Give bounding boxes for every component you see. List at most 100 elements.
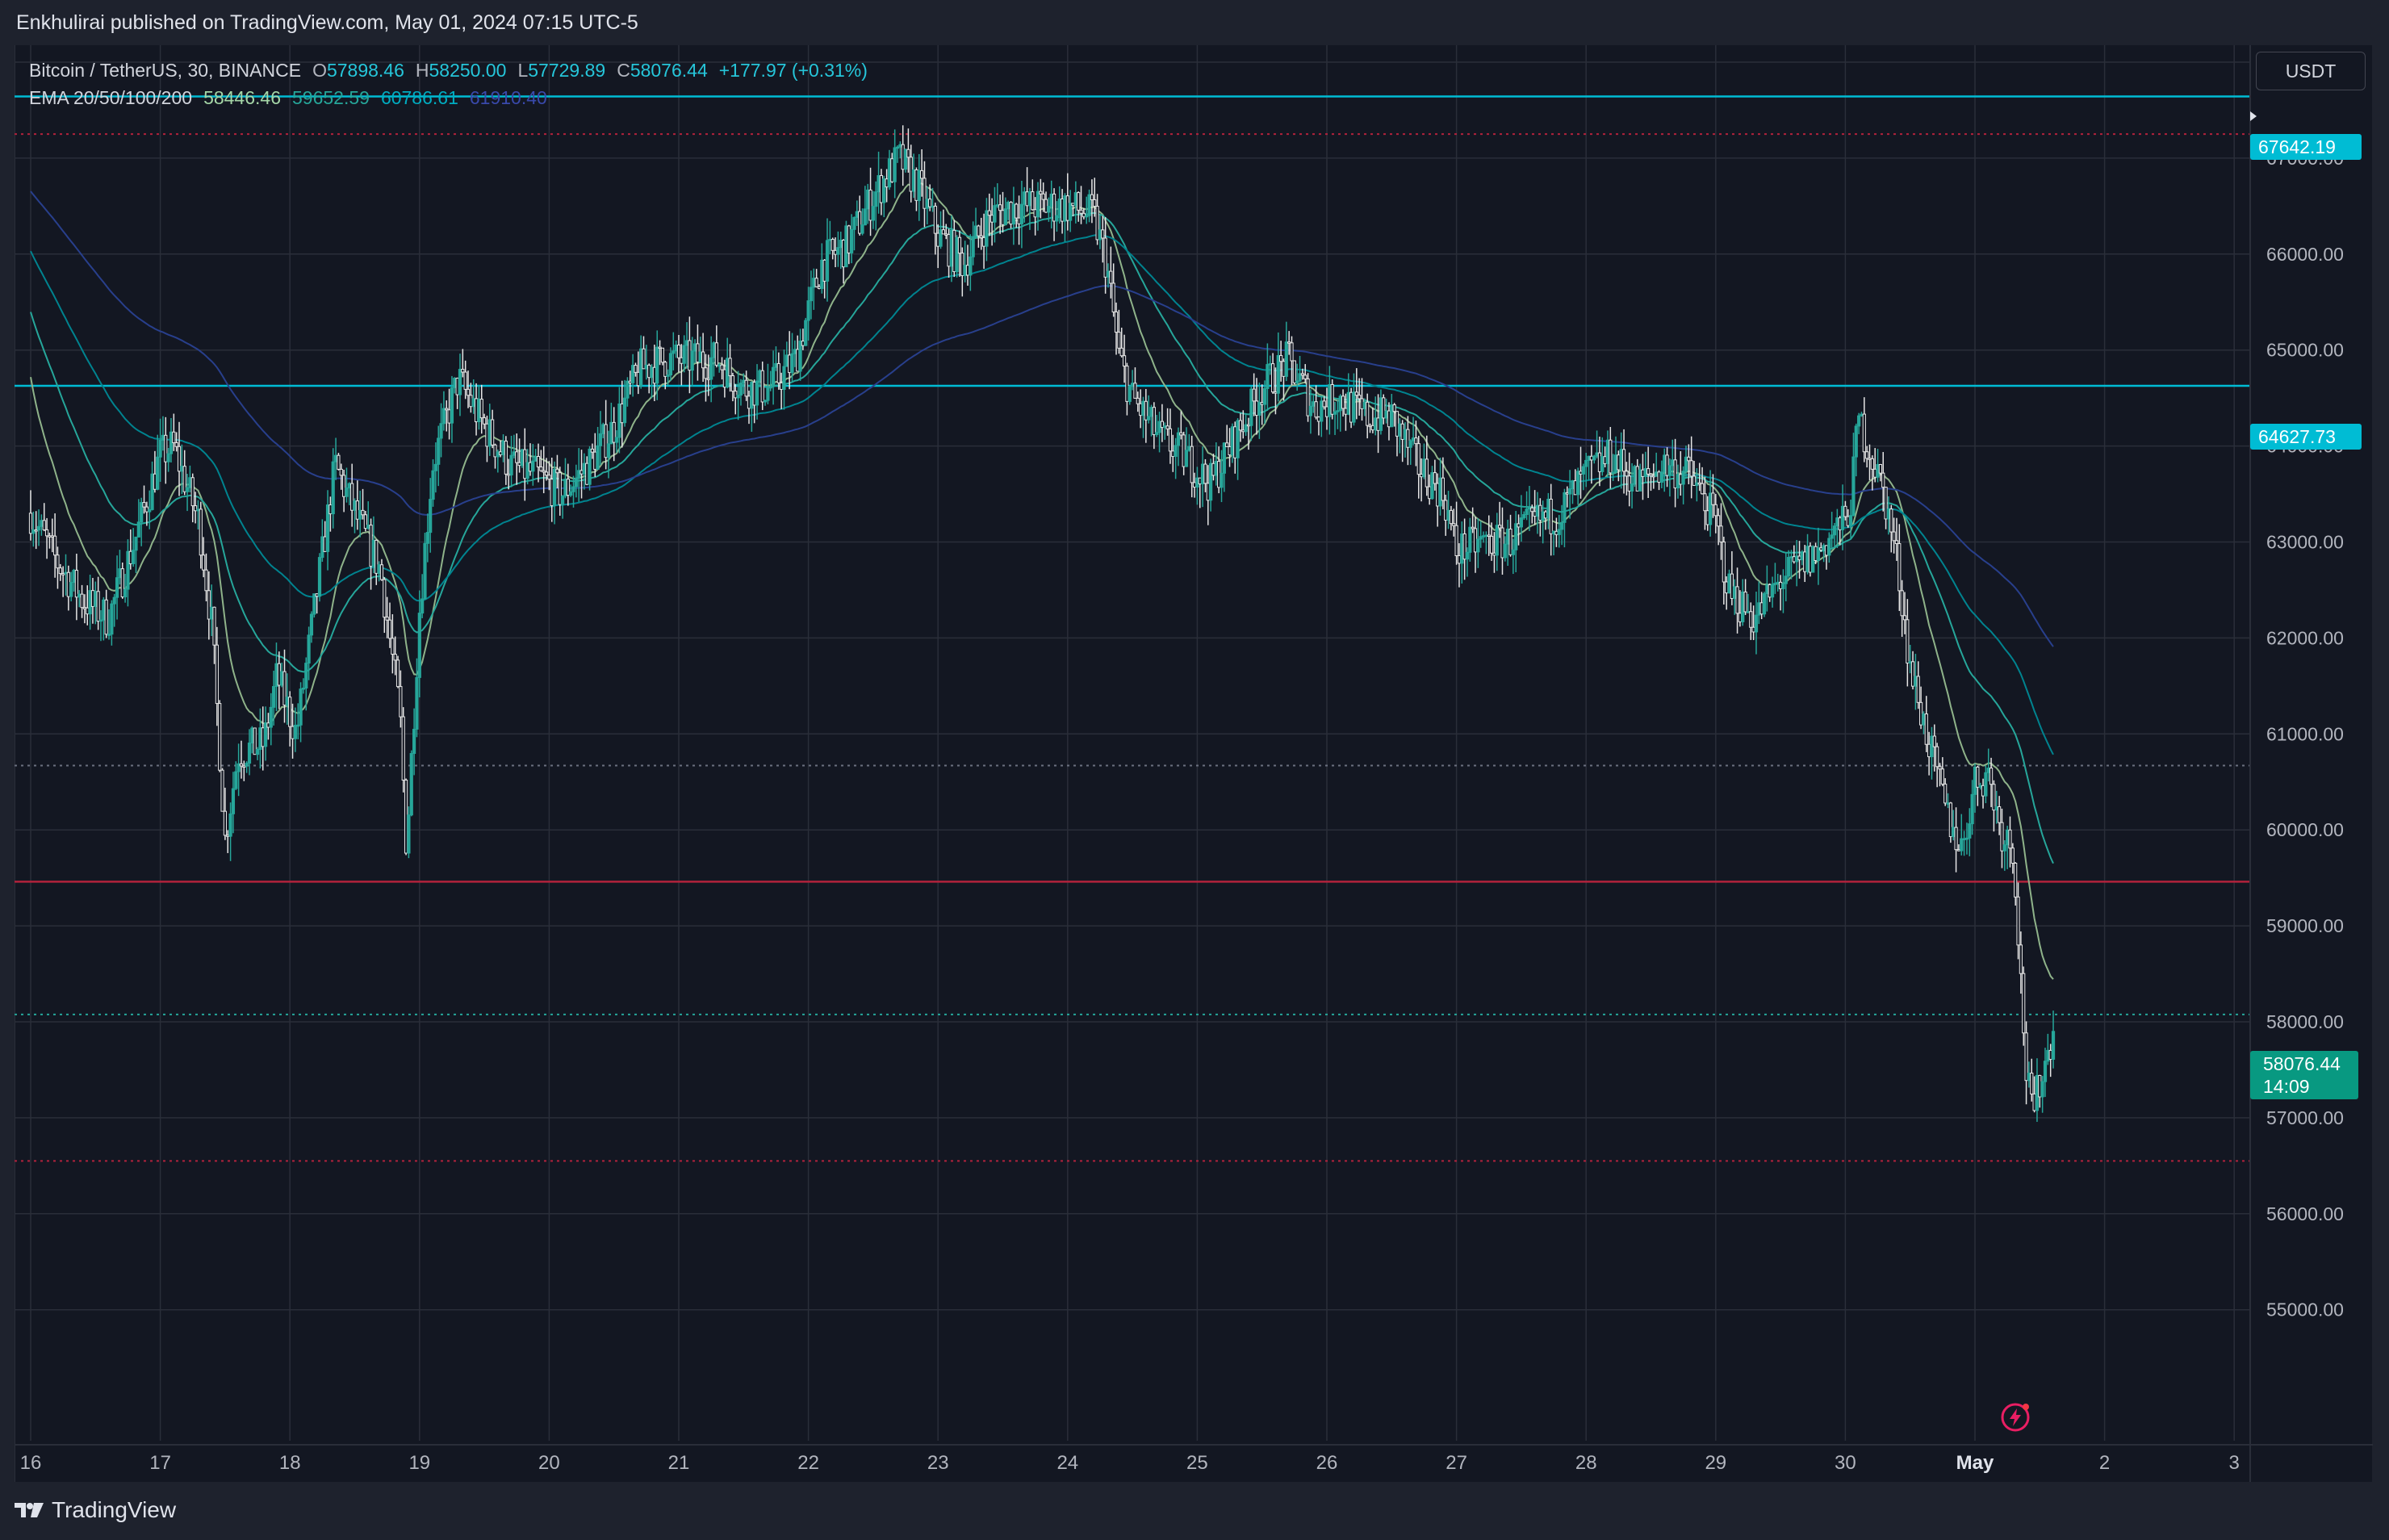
candle-body <box>44 529 49 537</box>
candle-body <box>895 146 900 149</box>
candle-body <box>417 613 421 678</box>
candle-body <box>1984 772 1988 797</box>
candle-body <box>188 477 192 488</box>
candle-body <box>1646 468 1651 475</box>
candle-body <box>1787 556 1791 577</box>
candle-body <box>1711 492 1715 505</box>
candle-body <box>1095 206 1099 241</box>
candle-body <box>407 814 411 854</box>
candle-body <box>709 357 713 380</box>
ema-line-200 <box>30 190 2054 647</box>
candle-body <box>515 451 519 463</box>
candle-body <box>1171 450 1175 458</box>
candle-body <box>1312 401 1316 407</box>
candle-body <box>552 468 557 506</box>
candle-body <box>1613 454 1618 473</box>
top-bar: Enkhulirai published on TradingView.com,… <box>0 0 2389 48</box>
candle-body <box>1433 472 1437 484</box>
level-tag-top[interactable]: 67642.19 <box>2250 134 2362 160</box>
currency-unit-button[interactable]: USDT <box>2256 52 2366 90</box>
candle-body <box>2032 1093 2036 1111</box>
candle-body <box>890 158 894 182</box>
candle-body <box>1015 203 1019 219</box>
candle-body <box>1551 530 1556 534</box>
candle-body <box>598 433 603 446</box>
candle-body <box>377 564 381 574</box>
candle-body <box>1144 400 1148 421</box>
candle-body <box>1211 462 1215 476</box>
candle-body <box>64 571 68 575</box>
candle-body <box>1300 373 1304 376</box>
candle-body <box>1717 515 1721 527</box>
x-tick-label: 30 <box>1835 1452 1856 1474</box>
candle-body <box>296 724 300 727</box>
candle-body <box>1581 466 1585 475</box>
candle-body <box>909 157 913 192</box>
tradingview-logo[interactable]: TradingView <box>15 1497 176 1523</box>
candle-body <box>1006 202 1010 210</box>
candle-body <box>1719 525 1723 542</box>
candle-body <box>355 500 359 520</box>
candle-body <box>353 500 357 511</box>
x-tick-label: 2 <box>2099 1452 2110 1474</box>
candle-body <box>1446 509 1450 521</box>
candle-body <box>1460 533 1464 564</box>
candle-body <box>650 366 654 379</box>
candle-body <box>784 354 789 367</box>
candle-body <box>1376 417 1380 431</box>
candle-body <box>720 364 724 370</box>
symbol-name[interactable]: Bitcoin / TetherUS, 30, BINANCE <box>29 60 302 81</box>
time-axis[interactable]: 16 17 18 19 20 21 22 23 24 25 26 27 28 29 30 May 2 3 <box>15 1444 2373 1474</box>
candle-body <box>132 550 136 564</box>
y-tick-label: 60000.00 <box>2266 819 2344 840</box>
candle-body <box>299 688 303 726</box>
candle-body <box>1195 477 1199 488</box>
candle-body <box>190 477 195 507</box>
candle-body <box>1922 714 1926 726</box>
candle-body <box>1025 191 1029 207</box>
candle-body <box>425 532 429 544</box>
candle-body <box>2022 973 2026 1034</box>
candle-body <box>680 357 684 364</box>
candle-body <box>1270 363 1275 393</box>
candle-body <box>491 419 495 446</box>
scroll-arrow-icon <box>2250 111 2257 121</box>
ema100-value: 60786.61 <box>380 87 458 108</box>
candle-body <box>1725 581 1729 594</box>
candle-body <box>150 473 154 510</box>
candle-body <box>1878 464 1882 474</box>
candle-body <box>1776 581 1780 584</box>
candle-body <box>72 570 76 584</box>
lightning-icon[interactable] <box>2000 1402 2031 1433</box>
high-value: 58250.00 <box>429 60 507 81</box>
candle-body <box>1886 508 1891 520</box>
y-tick-label: 57000.00 <box>2266 1107 2344 1128</box>
candle-body <box>1970 793 1974 825</box>
candle-body <box>28 513 33 534</box>
candle-body <box>1228 446 1232 456</box>
candle-body <box>1209 462 1213 501</box>
candle-body <box>1149 407 1153 417</box>
candle-body <box>952 229 956 273</box>
candle-body <box>706 378 710 380</box>
candle-body <box>358 509 362 520</box>
candle-body <box>1676 474 1680 489</box>
ema-label[interactable]: EMA 20/50/100/200 <box>29 87 193 108</box>
candle-body <box>2038 1074 2042 1098</box>
candle-body <box>301 687 306 690</box>
price-axis[interactable]: 68000.0067000.0066000.0065000.0064000.00… <box>2249 45 2344 1482</box>
candle-body <box>1918 701 1923 726</box>
candle-body <box>1700 483 1705 495</box>
candle-body <box>1803 551 1807 572</box>
candle-body <box>512 451 517 456</box>
level-tag-mid[interactable]: 64627.73 <box>2250 424 2362 450</box>
candle-body <box>166 453 170 462</box>
candle-body <box>1973 766 1977 795</box>
candle-body <box>1689 460 1693 477</box>
candle-body <box>1627 475 1631 492</box>
candle-body <box>110 603 114 635</box>
candle-body <box>1635 466 1639 492</box>
candle-body <box>820 259 824 289</box>
high-label: H <box>415 60 429 81</box>
